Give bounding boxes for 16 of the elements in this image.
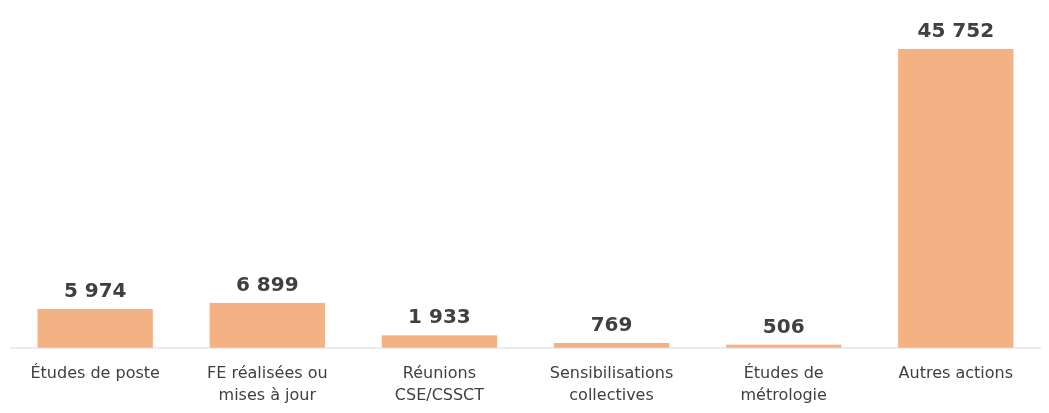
data-label: 5 974 [63, 277, 127, 302]
data-label: 769 [590, 311, 633, 336]
bar [898, 49, 1014, 348]
x-tick-label: Études de poste [30, 363, 160, 382]
bar [37, 308, 153, 348]
x-tick-label: Réunions CSE/CSSCT [394, 363, 485, 404]
x-tick-label: FE réalisées ou mises à jour [207, 363, 328, 404]
bar [381, 335, 498, 348]
data-label: 45 752 [917, 18, 995, 42]
x-tick-label: Études de métrologie [740, 363, 827, 404]
bar [209, 302, 325, 348]
x-tick-label: Autres actions [898, 363, 1014, 382]
data-label: 6 899 [236, 271, 299, 296]
data-label: 1 933 [408, 304, 471, 329]
x-tick-label: Sensibilisations collectives [549, 363, 674, 404]
data-label: 506 [762, 313, 805, 338]
